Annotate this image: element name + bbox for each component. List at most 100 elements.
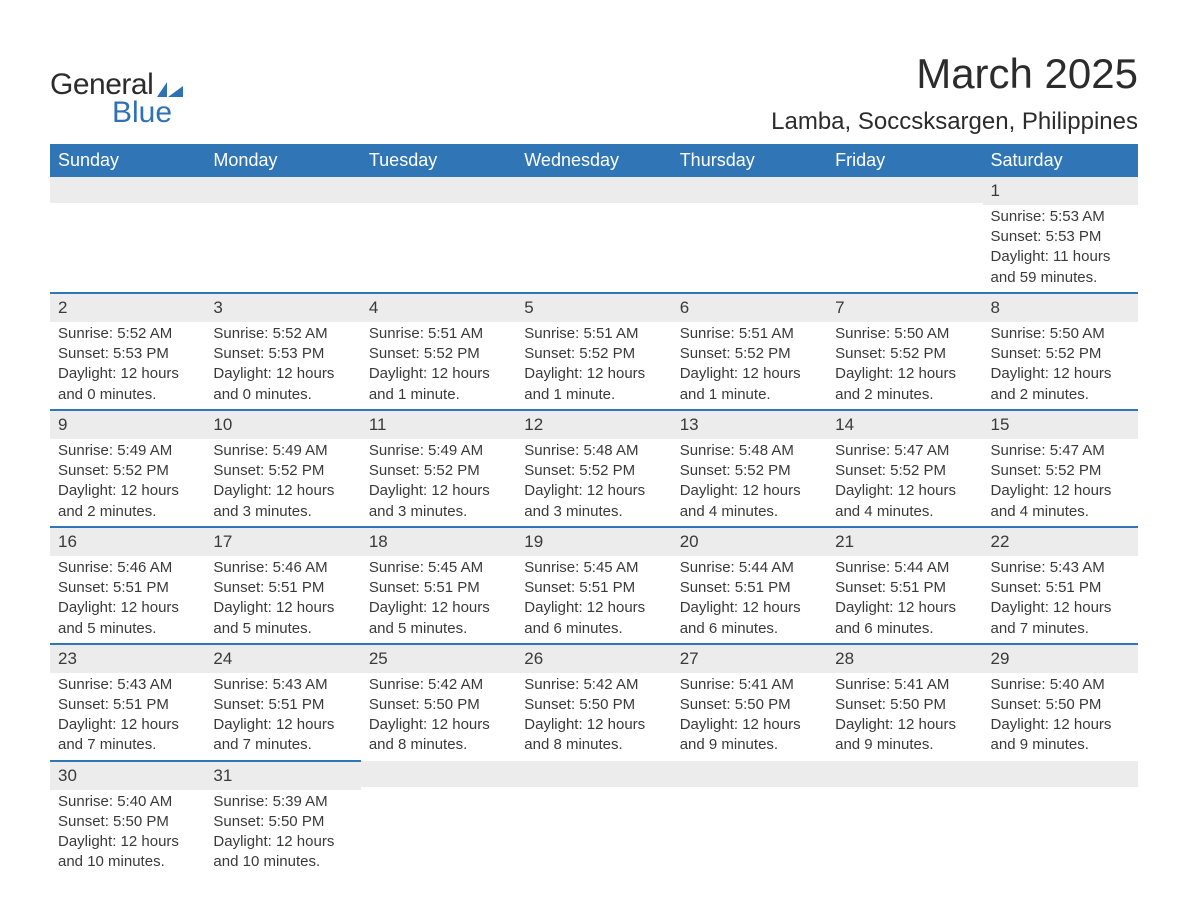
day-number: 2: [50, 294, 205, 322]
sunset-line: Sunset: 5:53 PM: [991, 227, 1130, 247]
daylight-line: Daylight: 12 hours and 4 minutes.: [680, 481, 819, 522]
calendar-cell: 7Sunrise: 5:50 AMSunset: 5:52 PMDaylight…: [827, 293, 982, 410]
calendar-cell: 4Sunrise: 5:51 AMSunset: 5:52 PMDaylight…: [361, 293, 516, 410]
daylight-line: Daylight: 12 hours and 10 minutes.: [58, 832, 197, 873]
day-body: Sunrise: 5:48 AMSunset: 5:52 PMDaylight:…: [516, 439, 671, 526]
day-number: 20: [672, 528, 827, 556]
calendar-cell: [361, 761, 516, 877]
sunrise-line: Sunrise: 5:52 AM: [58, 324, 197, 344]
empty-daynum: [516, 761, 671, 787]
day-body: Sunrise: 5:49 AMSunset: 5:52 PMDaylight:…: [361, 439, 516, 526]
empty-daynum: [672, 177, 827, 203]
day-body: Sunrise: 5:42 AMSunset: 5:50 PMDaylight:…: [516, 673, 671, 760]
calendar-cell: 9Sunrise: 5:49 AMSunset: 5:52 PMDaylight…: [50, 410, 205, 527]
calendar-cell: 12Sunrise: 5:48 AMSunset: 5:52 PMDayligh…: [516, 410, 671, 527]
sunset-line: Sunset: 5:51 PM: [835, 578, 974, 598]
day-number: 30: [50, 762, 205, 790]
sunrise-line: Sunrise: 5:50 AM: [991, 324, 1130, 344]
calendar-cell: [827, 177, 982, 293]
day-number: 9: [50, 411, 205, 439]
calendar-cell: 15Sunrise: 5:47 AMSunset: 5:52 PMDayligh…: [983, 410, 1138, 527]
calendar-body: 1Sunrise: 5:53 AMSunset: 5:53 PMDaylight…: [50, 177, 1138, 877]
daylight-line: Daylight: 12 hours and 7 minutes.: [213, 715, 352, 756]
sunset-line: Sunset: 5:50 PM: [369, 695, 508, 715]
sunset-line: Sunset: 5:51 PM: [991, 578, 1130, 598]
weekday-header: Thursday: [672, 144, 827, 177]
calendar-cell: 31Sunrise: 5:39 AMSunset: 5:50 PMDayligh…: [205, 761, 360, 877]
day-number: 5: [516, 294, 671, 322]
sunset-line: Sunset: 5:53 PM: [58, 344, 197, 364]
sunrise-line: Sunrise: 5:41 AM: [680, 675, 819, 695]
sunrise-line: Sunrise: 5:52 AM: [213, 324, 352, 344]
calendar-cell: 17Sunrise: 5:46 AMSunset: 5:51 PMDayligh…: [205, 527, 360, 644]
day-body: Sunrise: 5:51 AMSunset: 5:52 PMDaylight:…: [516, 322, 671, 409]
calendar-cell: 19Sunrise: 5:45 AMSunset: 5:51 PMDayligh…: [516, 527, 671, 644]
calendar-cell: 18Sunrise: 5:45 AMSunset: 5:51 PMDayligh…: [361, 527, 516, 644]
calendar-cell: 11Sunrise: 5:49 AMSunset: 5:52 PMDayligh…: [361, 410, 516, 527]
sunrise-line: Sunrise: 5:48 AM: [680, 441, 819, 461]
calendar-row: 30Sunrise: 5:40 AMSunset: 5:50 PMDayligh…: [50, 761, 1138, 877]
sunset-line: Sunset: 5:51 PM: [213, 695, 352, 715]
sunset-line: Sunset: 5:51 PM: [369, 578, 508, 598]
day-number: 31: [205, 762, 360, 790]
daylight-line: Daylight: 12 hours and 9 minutes.: [991, 715, 1130, 756]
logo: General Blue: [50, 50, 183, 130]
calendar-cell: 5Sunrise: 5:51 AMSunset: 5:52 PMDaylight…: [516, 293, 671, 410]
calendar-row: 2Sunrise: 5:52 AMSunset: 5:53 PMDaylight…: [50, 293, 1138, 410]
empty-daynum: [205, 177, 360, 203]
sunset-line: Sunset: 5:52 PM: [991, 461, 1130, 481]
daylight-line: Daylight: 12 hours and 9 minutes.: [835, 715, 974, 756]
day-body: Sunrise: 5:47 AMSunset: 5:52 PMDaylight:…: [983, 439, 1138, 526]
daylight-line: Daylight: 12 hours and 6 minutes.: [835, 598, 974, 639]
empty-daynum: [361, 177, 516, 203]
day-body: Sunrise: 5:48 AMSunset: 5:52 PMDaylight:…: [672, 439, 827, 526]
day-number: 25: [361, 645, 516, 673]
day-number: 22: [983, 528, 1138, 556]
day-number: 4: [361, 294, 516, 322]
day-body: Sunrise: 5:43 AMSunset: 5:51 PMDaylight:…: [50, 673, 205, 760]
day-body: Sunrise: 5:41 AMSunset: 5:50 PMDaylight:…: [672, 673, 827, 760]
day-number: 11: [361, 411, 516, 439]
calendar-cell: [672, 761, 827, 877]
calendar-cell: 25Sunrise: 5:42 AMSunset: 5:50 PMDayligh…: [361, 644, 516, 761]
logo-mark-icon: [157, 80, 183, 97]
daylight-line: Daylight: 12 hours and 7 minutes.: [991, 598, 1130, 639]
empty-daynum: [827, 177, 982, 203]
sunrise-line: Sunrise: 5:43 AM: [58, 675, 197, 695]
weekday-header: Wednesday: [516, 144, 671, 177]
weekday-header: Saturday: [983, 144, 1138, 177]
day-number: 16: [50, 528, 205, 556]
day-body: Sunrise: 5:52 AMSunset: 5:53 PMDaylight:…: [50, 322, 205, 409]
day-body: Sunrise: 5:50 AMSunset: 5:52 PMDaylight:…: [983, 322, 1138, 409]
sunrise-line: Sunrise: 5:49 AM: [58, 441, 197, 461]
calendar-cell: 8Sunrise: 5:50 AMSunset: 5:52 PMDaylight…: [983, 293, 1138, 410]
day-body: Sunrise: 5:43 AMSunset: 5:51 PMDaylight:…: [205, 673, 360, 760]
sunrise-line: Sunrise: 5:49 AM: [213, 441, 352, 461]
sunset-line: Sunset: 5:50 PM: [680, 695, 819, 715]
calendar-cell: [361, 177, 516, 293]
sunrise-line: Sunrise: 5:53 AM: [991, 207, 1130, 227]
sunrise-line: Sunrise: 5:44 AM: [835, 558, 974, 578]
sunrise-line: Sunrise: 5:40 AM: [58, 792, 197, 812]
day-body: Sunrise: 5:45 AMSunset: 5:51 PMDaylight:…: [516, 556, 671, 643]
daylight-line: Daylight: 12 hours and 0 minutes.: [58, 364, 197, 405]
sunset-line: Sunset: 5:52 PM: [369, 344, 508, 364]
logo-text-blue: Blue: [112, 96, 172, 130]
day-number: 1: [983, 177, 1138, 205]
sunset-line: Sunset: 5:52 PM: [680, 344, 819, 364]
day-number: 21: [827, 528, 982, 556]
weekday-header-row: Sunday Monday Tuesday Wednesday Thursday…: [50, 144, 1138, 177]
calendar-cell: [827, 761, 982, 877]
sunrise-line: Sunrise: 5:49 AM: [369, 441, 508, 461]
sunset-line: Sunset: 5:52 PM: [991, 344, 1130, 364]
daylight-line: Daylight: 12 hours and 2 minutes.: [58, 481, 197, 522]
sunset-line: Sunset: 5:53 PM: [213, 344, 352, 364]
day-body: Sunrise: 5:49 AMSunset: 5:52 PMDaylight:…: [205, 439, 360, 526]
day-number: 8: [983, 294, 1138, 322]
calendar-cell: 1Sunrise: 5:53 AMSunset: 5:53 PMDaylight…: [983, 177, 1138, 293]
empty-daynum: [361, 761, 516, 787]
calendar-row: 16Sunrise: 5:46 AMSunset: 5:51 PMDayligh…: [50, 527, 1138, 644]
calendar-cell: 21Sunrise: 5:44 AMSunset: 5:51 PMDayligh…: [827, 527, 982, 644]
sunrise-line: Sunrise: 5:44 AM: [680, 558, 819, 578]
sunrise-line: Sunrise: 5:41 AM: [835, 675, 974, 695]
